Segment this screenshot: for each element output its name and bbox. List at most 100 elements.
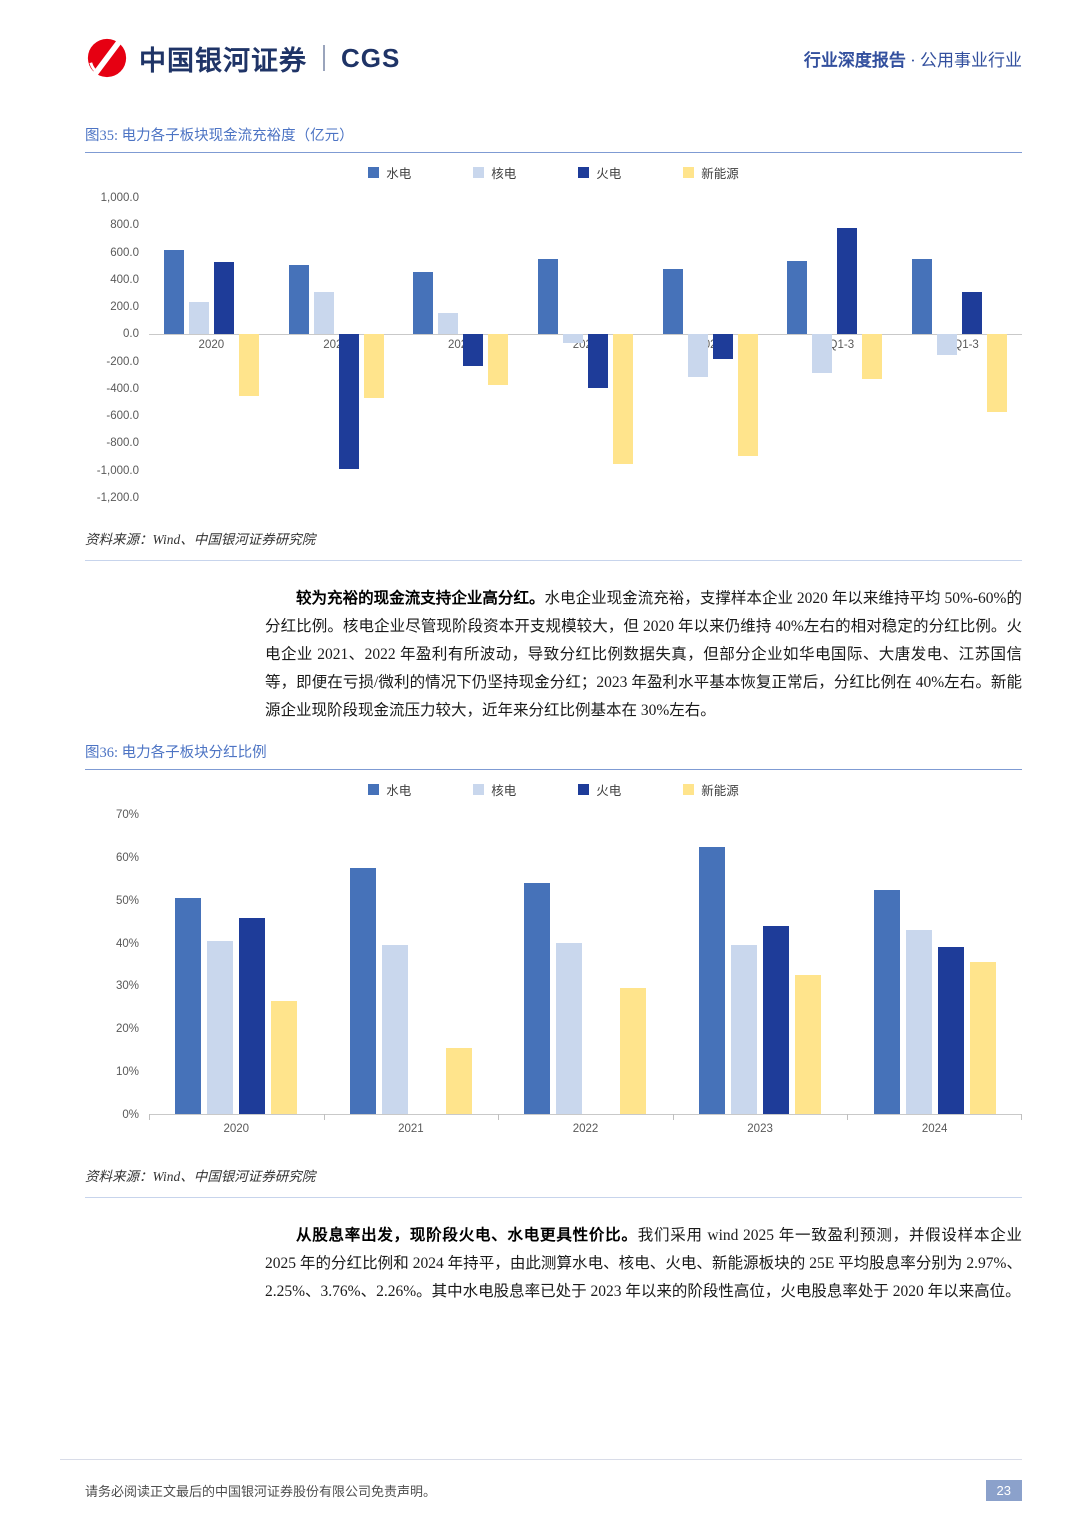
- bar-核电-24Q1-3: [937, 334, 958, 355]
- chart-legend: 水电 核电 火电 新能源: [85, 780, 1022, 799]
- legend-label: 水电: [386, 167, 412, 181]
- category-label: 2020: [223, 1123, 250, 1135]
- category-label: 2021: [398, 1123, 424, 1135]
- y-axis-label: -200.0: [106, 355, 139, 368]
- y-axis: 70% 60% 50% 40% 30% 20% 10% 0%: [85, 809, 149, 1121]
- legend-item: 新能源: [683, 163, 739, 182]
- y-axis-label: 20%: [115, 1023, 139, 1036]
- bar-火电-2020: [213, 262, 234, 335]
- bar-group-2022: 2022: [398, 198, 523, 498]
- brand-name-en: CGS: [341, 42, 401, 73]
- bar-水电-2020: [163, 249, 184, 335]
- axis-tick: [1021, 1114, 1022, 1120]
- disclaimer-text: 请务必阅读正文最后的中国银河证券股份有限公司免责声明。: [85, 1484, 437, 1499]
- bar-水电-2024: [873, 889, 900, 1114]
- legend-label: 核电: [491, 167, 517, 181]
- bar-火电-2021: [338, 334, 359, 470]
- legend-swatch-水电: [368, 167, 380, 178]
- bar-水电-25Q1-3: [787, 260, 808, 335]
- figure-35-source: 资料来源：Wind、中国银河证券研究院: [85, 532, 316, 547]
- chart-legend: 水电 核电 火电 新能源: [85, 163, 1022, 182]
- y-axis-label: 800.0: [110, 219, 139, 232]
- category-label: 2023: [747, 1123, 773, 1135]
- bar-group-2021: 2021: [274, 198, 399, 498]
- bar-新能源-2021: [363, 334, 384, 399]
- bar-火电-2024: [712, 334, 733, 359]
- bar-核电-2024: [905, 930, 932, 1114]
- page-footer: 请务必阅读正文最后的中国银河证券股份有限公司免责声明。 23: [60, 1459, 1022, 1501]
- report-type: 行业深度报告: [803, 50, 906, 70]
- axis-tick: [323, 1114, 325, 1120]
- y-axis-label: -600.0: [106, 410, 139, 423]
- paragraph-dividend-cashflow: 较为充裕的现金流支持企业高分红。水电企业现金流充裕，支撑样本企业 2020 年以…: [265, 585, 1022, 725]
- galaxy-logo-icon: [85, 36, 129, 80]
- figure-36-source: 资料来源：Wind、中国银河证券研究院: [85, 1169, 316, 1184]
- bar-火电-2024: [937, 947, 964, 1114]
- bar-新能源-24Q1-3: [987, 334, 1008, 413]
- bar-核电-2022: [556, 943, 583, 1114]
- axis-tick: [149, 1114, 150, 1120]
- bar-水电-2022: [524, 883, 551, 1114]
- legend-swatch-火电: [578, 784, 590, 795]
- bar-火电-2022: [463, 334, 484, 366]
- legend-swatch-新能源: [683, 167, 695, 178]
- axis-tick: [847, 1114, 849, 1120]
- bar-group-25Q1-3: 25Q1-3: [773, 198, 898, 498]
- bar-水电-2020: [175, 898, 202, 1114]
- legend-swatch-水电: [368, 784, 380, 795]
- bar-水电-2021: [349, 868, 376, 1114]
- y-axis-label: 600.0: [110, 246, 139, 259]
- bar-group-2023: 2023: [523, 198, 648, 498]
- bar-核电-2023: [562, 334, 583, 343]
- bar-新能源-2020: [271, 1000, 298, 1114]
- bar-水电-2024: [662, 268, 683, 335]
- axis-tick: [498, 1114, 500, 1120]
- legend-label: 火电: [596, 167, 622, 181]
- chart-plot-area: 1,000.0 800.0 600.0 400.0 200.0 0.0 -200.0 -400…: [85, 192, 1022, 504]
- category-label: 2022: [572, 1123, 599, 1135]
- bar-新能源-2024: [969, 962, 996, 1114]
- bar-核电-2024: [687, 334, 708, 377]
- y-axis-label: 400.0: [110, 273, 139, 286]
- category-axis: 2020 2021 2022 2023 2024: [149, 1115, 1022, 1135]
- bar-火电-24Q1-3: [962, 292, 983, 335]
- figure-35-title: 图35: 电力各子板块现金流充裕度（亿元）: [85, 124, 1022, 153]
- page-header: 中国银河证券 CGS 行业深度报告 · 公用事业行业: [85, 36, 1022, 80]
- y-axis-label: -800.0: [106, 437, 139, 450]
- y-axis: 1,000.0 800.0 600.0 400.0 200.0 0.0 -200.0 -400…: [85, 192, 149, 504]
- bar-新能源-25Q1-3: [862, 334, 883, 380]
- legend-swatch-新能源: [683, 784, 695, 795]
- bar-火电-2020: [239, 917, 266, 1114]
- page-number-badge: 23: [985, 1480, 1022, 1501]
- report-header-label: 行业深度报告 · 公用事业行业: [804, 46, 1022, 71]
- chart-plot-area: 70% 60% 50% 40% 30% 20% 10% 0%: [85, 809, 1022, 1121]
- paragraph-1-body: 水电企业现金流充裕，支撑样本企业 2020 年以来维持平均 50%-60%的分红…: [265, 590, 1022, 719]
- bar-核电-2021: [313, 292, 334, 335]
- bar-新能源-2021: [445, 1047, 472, 1114]
- brand-divider: [323, 45, 325, 71]
- paragraph-2-lead: 从股息率出发，现阶段火电、水电更具性价比。: [296, 1227, 638, 1244]
- bar-核电-25Q1-3: [812, 334, 833, 373]
- bar-新能源-2020: [238, 334, 259, 396]
- y-axis-label: 40%: [115, 937, 139, 950]
- y-axis-label: 30%: [115, 980, 139, 993]
- bar-group-2024: 2024: [648, 198, 773, 498]
- bar-核电-2020: [188, 301, 209, 335]
- y-axis-label: 0.0: [123, 328, 139, 341]
- legend-item: 核电: [473, 163, 516, 182]
- bar-group-2020: 2020: [149, 198, 274, 498]
- bar-水电-2023: [699, 847, 726, 1114]
- legend-label: 核电: [491, 784, 517, 798]
- bar-group-2020: [149, 815, 324, 1114]
- bar-核电-2022: [438, 312, 459, 335]
- dividend-ratio-bar-chart: 水电 核电 火电 新能源 70% 60% 50% 40% 30% 20% 10% 0% 2020 2021…: [85, 780, 1022, 1135]
- y-axis-label: -1,200.0: [96, 492, 139, 504]
- legend-item: 火电: [578, 780, 621, 799]
- y-axis-label: 60%: [115, 851, 139, 864]
- figure-36-title: 图36: 电力各子板块分红比例: [85, 741, 1022, 770]
- bar-火电-25Q1-3: [837, 228, 858, 335]
- paragraph-1-lead: 较为充裕的现金流支持企业高分红。: [296, 590, 545, 607]
- bar-水电-2022: [413, 271, 434, 335]
- bar-核电-2020: [207, 941, 234, 1114]
- paragraph-dividend-yield: 从股息率出发，现阶段火电、水电更具性价比。我们采用 wind 2025 年一致盈…: [265, 1222, 1022, 1306]
